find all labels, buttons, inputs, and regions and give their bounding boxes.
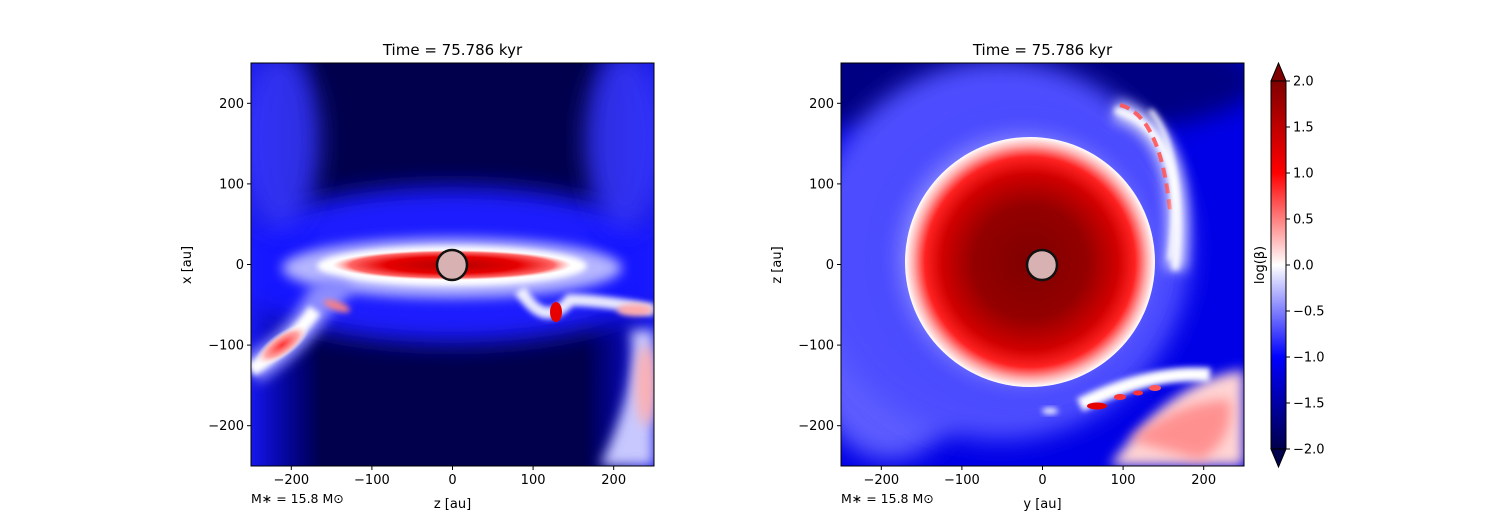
- right-ytick-label: −100: [798, 339, 834, 354]
- right-xtick-label: 0: [1038, 473, 1046, 488]
- colorbar-extend-top: [1270, 61, 1287, 82]
- left-title: Time = 75.786 kyr: [382, 41, 523, 59]
- right-axis-ticks: −200 −100 0 100 200 −200 −100 0 100 200: [798, 97, 1216, 488]
- right-xtick-label: 100: [1111, 473, 1136, 488]
- left-xtick-label: −100: [354, 473, 390, 488]
- right-xtick-label: 200: [1191, 473, 1216, 488]
- colorbar-extend-bottom: [1270, 448, 1287, 469]
- right-xlabel: y [au]: [1023, 497, 1061, 512]
- colorbar-tick-label: −1.0: [1293, 351, 1325, 366]
- left-ytick-label: 100: [219, 177, 244, 192]
- right-xtick-label: −100: [944, 473, 980, 488]
- left-xtick-label: 0: [448, 473, 456, 488]
- right-ytick-label: −200: [798, 419, 834, 434]
- colorbar-tick-label: −0.5: [1293, 305, 1325, 320]
- left-ytick-label: 200: [219, 97, 244, 112]
- right-mass-annotation: M∗ = 15.8 M⊙: [841, 491, 934, 506]
- colorbar-body: [1270, 80, 1287, 450]
- right-ytick-label: 0: [826, 258, 834, 273]
- colorbar-label: log(β): [1253, 246, 1268, 284]
- right-heatmap: [841, 63, 1244, 466]
- right-ylabel: z [au]: [770, 246, 785, 283]
- colorbar: 2.0 1.5 1.0 0.5 0.0 −0.5 −1.0 −1.5 −2.0 log(β): [1253, 61, 1325, 469]
- left-axis-ticks: −200 −100 0 100 200 −200 −100 0 100 200: [208, 97, 626, 488]
- left-star-marker: [435, 248, 469, 282]
- left-xtick-label: −200: [273, 473, 309, 488]
- left-xtick-label: 100: [521, 473, 546, 488]
- left-xlabel: z [au]: [434, 497, 471, 512]
- left-xtick-label: 200: [601, 473, 626, 488]
- left-heatmap: [251, 63, 654, 466]
- colorbar-tick-label: 2.0: [1293, 75, 1314, 90]
- colorbar-tick-label: 1.5: [1293, 121, 1314, 136]
- right-ytick-label: 200: [809, 97, 834, 112]
- left-mass-annotation: M∗ = 15.8 M⊙: [251, 491, 344, 506]
- left-ytick-label: −200: [208, 419, 244, 434]
- right-xtick-label: −200: [863, 473, 899, 488]
- colorbar-tick-label: 1.0: [1293, 167, 1314, 182]
- colorbar-tick-label: −1.5: [1293, 397, 1325, 412]
- left-ylabel: x [au]: [180, 246, 195, 284]
- right-ytick-label: 100: [809, 177, 834, 192]
- colorbar-tick-label: 0.5: [1293, 213, 1314, 228]
- colorbar-tick-label: 0.0: [1293, 259, 1314, 274]
- right-star-marker: [1025, 248, 1059, 282]
- left-ytick-label: −100: [208, 339, 244, 354]
- left-ytick-label: 0: [236, 258, 244, 273]
- right-title: Time = 75.786 kyr: [972, 41, 1113, 59]
- colorbar-tick-label: −2.0: [1293, 443, 1325, 458]
